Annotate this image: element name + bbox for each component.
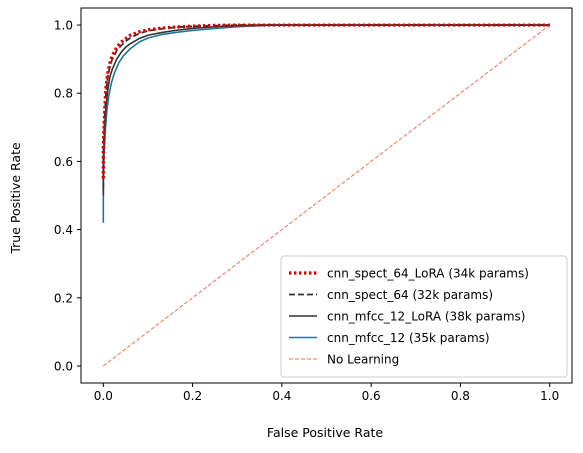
x-tick-label: 0.0 [94, 389, 113, 403]
legend-label-4: No Learning [327, 353, 399, 367]
legend: cnn_spect_64_LoRA (34k params) cnn_spect_… [281, 256, 567, 377]
y-axis-label: True Positive Rate [8, 142, 23, 255]
x-tick-label: 0.6 [362, 389, 381, 403]
x-tick-label: 1.0 [540, 389, 559, 403]
y-tick-label: 0.6 [54, 155, 73, 169]
legend-label-0: cnn_spect_64_LoRA (34k params) [327, 267, 529, 281]
y-tick-label: 0.4 [54, 223, 73, 237]
legend-label-1: cnn_spect_64 (32k params) [327, 288, 493, 302]
y-tick-label: 0.8 [54, 87, 73, 101]
x-tick-label: 0.2 [183, 389, 202, 403]
x-axis-label: False Positive Rate [267, 425, 383, 440]
x-tick-label: 0.8 [451, 389, 470, 403]
y-tick-label: 0.2 [54, 291, 73, 305]
x-tick-label: 0.4 [272, 389, 291, 403]
y-tick-label: 0.0 [54, 359, 73, 373]
legend-label-3: cnn_mfcc_12 (35k params) [327, 331, 490, 345]
y-tick-label: 1.0 [54, 19, 73, 33]
legend-label-2: cnn_mfcc_12_LoRA (38k params) [327, 310, 525, 324]
